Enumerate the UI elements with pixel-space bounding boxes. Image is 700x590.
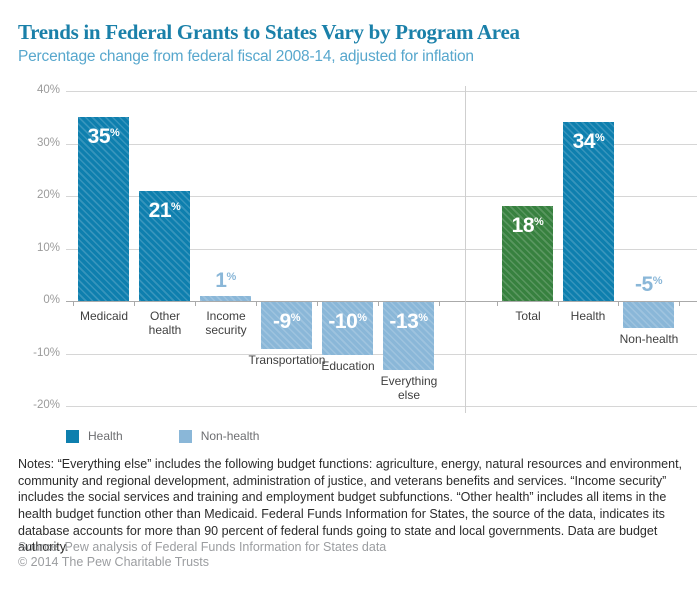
chart-legend: Health Non-health: [66, 429, 315, 443]
bar-value-label: -13%: [389, 310, 428, 333]
legend-item-health: Health: [66, 429, 123, 443]
bar-value-label: -10%: [328, 310, 367, 333]
bar-non-health: [623, 302, 674, 328]
source-block: Source: Pew analysis of Federal Funds In…: [18, 540, 518, 571]
x-axis-tick: [256, 301, 257, 306]
x-axis-tick: [558, 301, 559, 306]
gridline--20%: [66, 406, 697, 407]
bar-total: [502, 206, 553, 301]
bar-value-label: 34%: [572, 130, 605, 153]
bar-value-label: -9%: [273, 310, 300, 333]
category-label: Everything else: [380, 374, 438, 402]
health-swatch: [66, 429, 79, 443]
copyright-line: © 2014 The Pew Charitable Trusts: [18, 555, 210, 570]
x-axis-tick: [317, 301, 318, 306]
gridline--10%: [66, 354, 697, 355]
x-axis-tick: [73, 301, 74, 306]
x-axis-tick: [439, 301, 440, 306]
x-axis-tick: [378, 301, 379, 306]
source-line: Source: Pew analysis of Federal Funds In…: [18, 540, 387, 554]
gridline-20%: [66, 196, 697, 197]
y-axis-tick-label: 10%: [36, 242, 60, 254]
x-axis-tick: [134, 301, 135, 306]
category-label: Income security: [205, 309, 247, 337]
bar-value-label: 21%: [148, 199, 181, 222]
gridline-30%: [66, 144, 697, 145]
bar-other-health: [139, 191, 190, 301]
y-axis-tick-label: 0%: [43, 294, 60, 306]
legend-label: Health: [88, 429, 123, 443]
non_health-swatch: [178, 429, 192, 443]
panel-separator: [465, 86, 466, 413]
category-label: Transportation: [248, 353, 326, 367]
bar-everything-else: [383, 302, 434, 370]
y-axis-tick-label: 20%: [36, 189, 60, 201]
gridline-40%: [66, 91, 697, 92]
bar-chart: 40% 30% 20% 10% 0% -10% -20% 35% Medicaid 21% Othe…: [33, 84, 697, 413]
category-label: Medicaid: [79, 309, 129, 323]
gridline-10%: [66, 249, 697, 250]
legend-item-non_health: Non-health: [178, 429, 260, 443]
category-label: Other health: [148, 309, 182, 337]
page-title: Trends in Federal Grants to States Vary …: [18, 20, 520, 44]
x-axis-tick: [497, 301, 498, 306]
bar-value-label: -5%: [635, 273, 662, 296]
category-label: Health: [570, 309, 606, 323]
y-axis-tick-label: 40%: [36, 84, 60, 96]
category-label: Education: [321, 359, 375, 373]
bar-education: [322, 302, 373, 355]
x-axis-tick: [195, 301, 196, 306]
bar-income-security: [200, 296, 251, 301]
x-axis-tick: [618, 301, 619, 306]
bar-transportation: [261, 302, 312, 349]
y-axis-tick-label: -20%: [33, 399, 60, 411]
category-label: Total: [515, 309, 541, 323]
bar-value-label: 1%: [215, 269, 236, 292]
bar-health: [563, 122, 614, 301]
y-axis-tick-label: -10%: [33, 347, 60, 359]
bar-medicaid: [78, 117, 129, 301]
category-label: Non-health: [619, 332, 679, 346]
x-axis-tick: [679, 301, 680, 306]
page-subtitle: Percentage change from federal fiscal 20…: [18, 48, 474, 65]
legend-label: Non-health: [200, 429, 260, 443]
y-axis-tick-label: 30%: [36, 137, 60, 149]
chart-notes: Notes: “Everything else” includes the fo…: [18, 457, 683, 555]
bar-value-label: 35%: [87, 125, 120, 148]
gridline-0%: [66, 301, 697, 302]
bar-value-label: 18%: [511, 214, 544, 237]
